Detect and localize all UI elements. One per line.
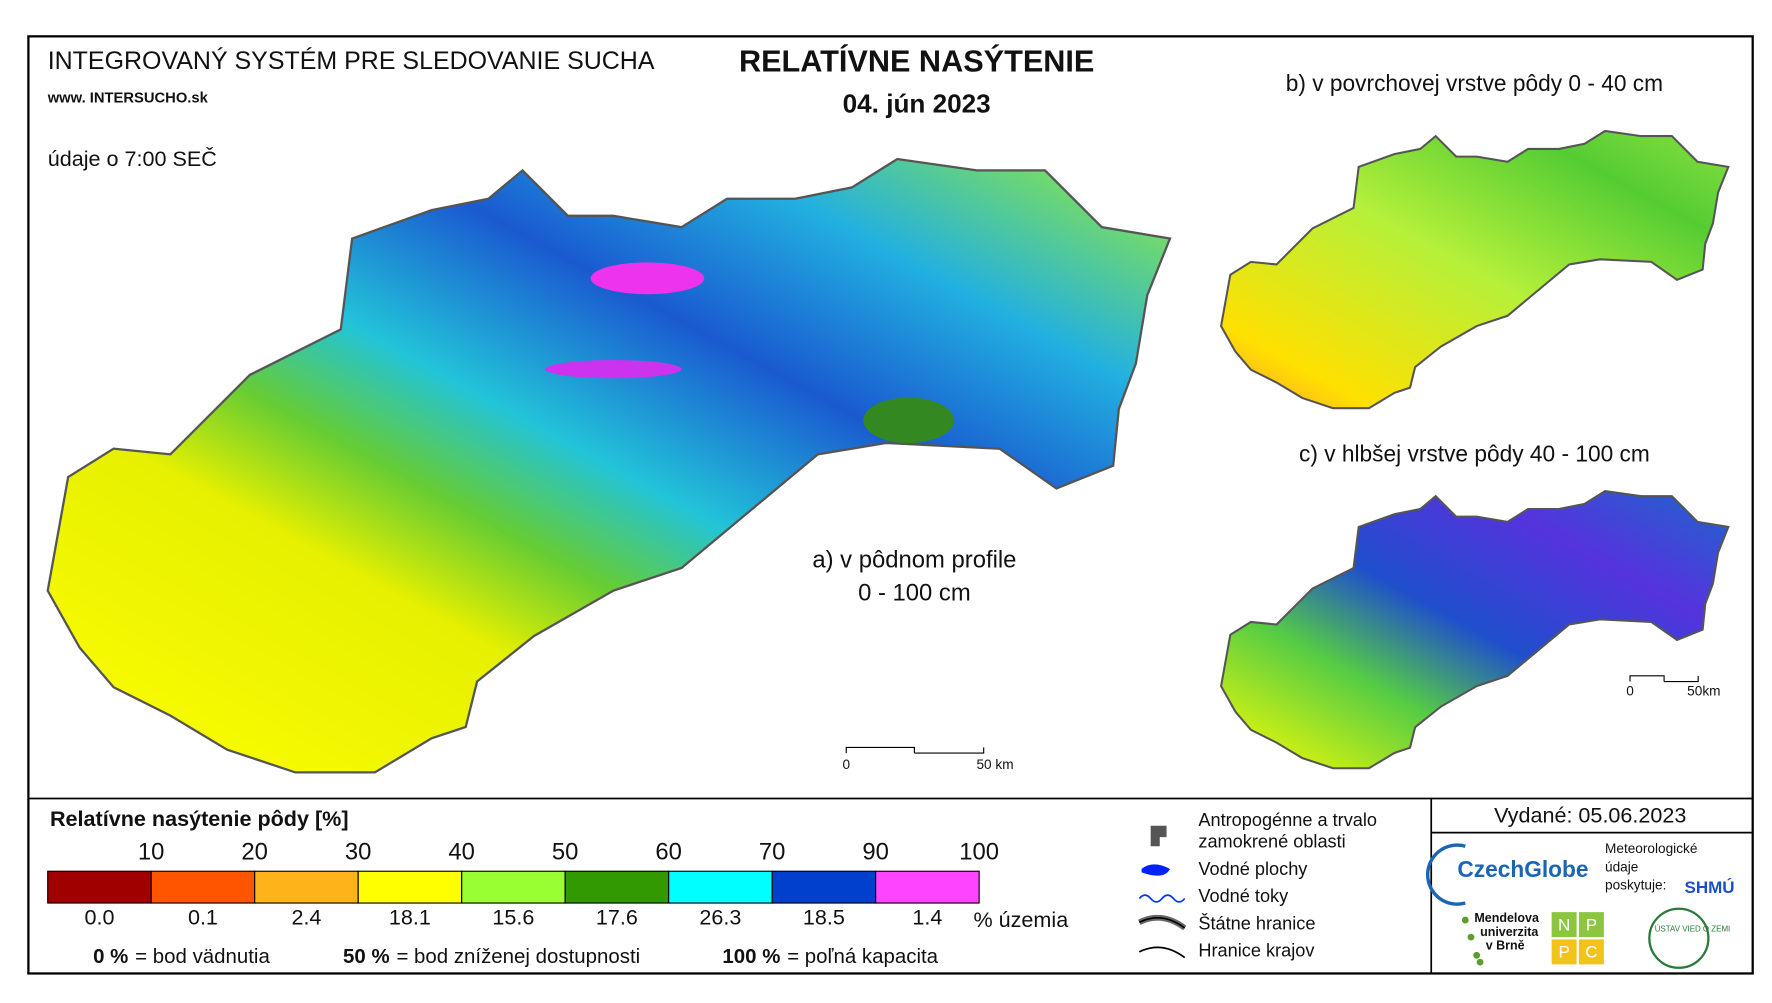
map-label: a) v pôdnom profile bbox=[812, 546, 1016, 573]
czechglobe: CzechGlobe bbox=[1457, 856, 1588, 882]
legend-share: 18.5 bbox=[803, 905, 845, 930]
legend-swatch bbox=[150, 870, 256, 904]
map-c bbox=[1220, 490, 1730, 770]
legend-threshold: 70 bbox=[759, 838, 786, 865]
legend-share: 17.6 bbox=[596, 905, 638, 930]
legend-swatch bbox=[357, 870, 463, 904]
map-label: b) v povrchovej vrstve pôdy 0 - 40 cm bbox=[1286, 70, 1663, 96]
symbol-label: Hranice krajov bbox=[1198, 941, 1315, 961]
frame bbox=[27, 35, 1754, 975]
symbol-legend: Antropogénne a trvalo zamokrené oblasti … bbox=[1138, 810, 1377, 961]
note-text: = poľná kapacita bbox=[787, 945, 938, 968]
scale-bar bbox=[845, 746, 985, 754]
logos: CzechGlobe Meteorologické údaje poskytuj… bbox=[1426, 841, 1735, 969]
note-text: = bod vädnutia bbox=[135, 945, 270, 968]
legend-share: 0.0 bbox=[84, 905, 114, 930]
map-b bbox=[1220, 129, 1730, 410]
legend-swatch bbox=[564, 870, 670, 904]
legend-share: 2.4 bbox=[291, 905, 321, 930]
legend-share: 18.1 bbox=[389, 905, 431, 930]
map-label: c) v hlbšej vrstve pôdy 40 - 100 cm bbox=[1299, 440, 1650, 466]
legend-threshold: 40 bbox=[448, 838, 475, 865]
scale-label: 0 bbox=[842, 757, 850, 772]
shmu: SHMÚ bbox=[1684, 878, 1734, 897]
meteo: poskytuje: bbox=[1605, 878, 1666, 893]
legend-threshold: 90 bbox=[862, 838, 889, 865]
legend-share: 26.3 bbox=[699, 905, 741, 930]
legend-share: 1.4 bbox=[912, 905, 942, 930]
symbol-label: Vodné toky bbox=[1198, 886, 1289, 906]
legend-title: Relatívne nasýtenie pôdy [%] bbox=[50, 806, 349, 831]
note-key: 100 % bbox=[722, 945, 780, 968]
legend-swatch bbox=[47, 870, 152, 904]
meteo: údaje bbox=[1605, 859, 1638, 874]
mendel: v Brně bbox=[1486, 939, 1525, 953]
legend-threshold: 10 bbox=[138, 838, 165, 865]
legend-threshold: 100 bbox=[959, 838, 999, 865]
mendel: Mendelova bbox=[1474, 911, 1540, 925]
legend-threshold: 60 bbox=[655, 838, 682, 865]
mendel: univerzita bbox=[1480, 925, 1539, 939]
scale-label: 0 bbox=[1626, 683, 1634, 698]
legend-swatch bbox=[771, 870, 877, 904]
unit-label: % územia bbox=[973, 907, 1068, 932]
map-sublabel: 0 - 100 cm bbox=[858, 579, 971, 606]
note-key: 50 % bbox=[343, 945, 390, 968]
website: www. INTERSUCHO.sk bbox=[47, 91, 209, 107]
nppc: C bbox=[1585, 943, 1597, 962]
legend-swatch bbox=[461, 870, 566, 904]
issued: Vydané: 05.06.2023 bbox=[1494, 802, 1686, 827]
symbol-label: zamokrené oblasti bbox=[1198, 832, 1345, 852]
date: 04. jún 2023 bbox=[843, 89, 991, 119]
map-a bbox=[46, 157, 1172, 774]
legend-threshold: 30 bbox=[345, 838, 372, 865]
note-text: = bod zníženej dostupnosti bbox=[396, 945, 640, 968]
note-key: 0 % bbox=[93, 945, 128, 968]
symbol-label: Štátne hranice bbox=[1198, 912, 1315, 933]
legend-share: 0.1 bbox=[188, 905, 218, 930]
system-title: INTEGROVANÝ SYSTÉM PRE SLEDOVANIE SUCHA bbox=[48, 46, 655, 75]
legend-threshold: 20 bbox=[241, 838, 268, 865]
symbol-label: Vodné plochy bbox=[1198, 859, 1308, 879]
scale-label: 50 km bbox=[976, 757, 1013, 772]
symbol-label: Antropogénne a trvalo bbox=[1198, 810, 1377, 830]
nppc: P bbox=[1586, 915, 1597, 934]
legend-threshold: 50 bbox=[552, 838, 579, 865]
legend-share: 15.6 bbox=[492, 905, 534, 930]
legend-swatch bbox=[254, 870, 359, 904]
legend-swatch bbox=[668, 870, 773, 904]
legend-swatch bbox=[875, 870, 980, 904]
nppc: P bbox=[1558, 943, 1569, 962]
title: RELATÍVNE NASÝTENIE bbox=[739, 44, 1094, 79]
scale-bar bbox=[1629, 675, 1699, 683]
nppc: N bbox=[1558, 915, 1570, 934]
uvz: ÚSTAV VIED O ZEMI bbox=[1655, 924, 1731, 933]
time-note: údaje o 7:00 SEČ bbox=[48, 146, 217, 171]
meteo: Meteorologické bbox=[1605, 841, 1697, 856]
legend: Relatívne nasýtenie pôdy [%] % územia 0.… bbox=[47, 806, 1068, 968]
scale-label: 50km bbox=[1687, 683, 1720, 698]
